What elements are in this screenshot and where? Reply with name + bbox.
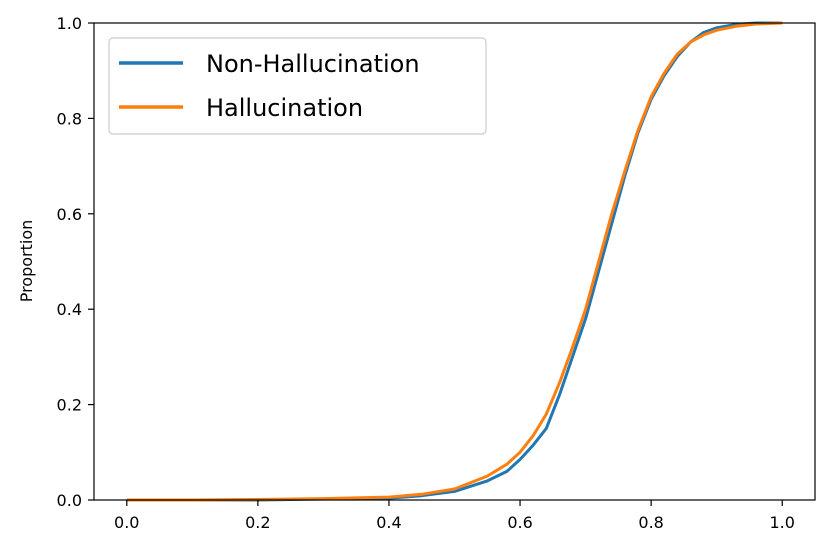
legend-label: Hallucination [206, 94, 363, 122]
y-tick-label: 0.0 [57, 491, 82, 510]
y-axis-label: Proportion [17, 220, 36, 303]
y-tick-label: 0.2 [57, 396, 82, 415]
x-tick-label: 0.6 [507, 513, 532, 532]
series-line-hallucination [126, 21, 783, 502]
x-tick-label: 0.2 [245, 513, 270, 532]
plot-frame [93, 22, 816, 501]
y-tick-label: 1.0 [57, 14, 82, 33]
y-tick-label: 0.8 [57, 109, 82, 128]
plot-area: 0.0 0.2 0.4 0.6 0.8 1.0 0.0 0.2 0.4 0.6 0.8 1.0 [57, 14, 816, 532]
y-tick-label: 0.6 [57, 205, 82, 224]
legend-box [108, 37, 487, 135]
legend-label: Non-Hallucination [206, 50, 420, 78]
y-tick-label: 0.4 [57, 300, 82, 319]
legend: Non-Hallucination Hallucination [108, 37, 487, 135]
x-tick-label: 1.0 [770, 513, 795, 532]
x-tick-label: 0.8 [638, 513, 663, 532]
x-tick-label: 0.4 [376, 513, 401, 532]
x-tick-label: 0.0 [114, 513, 139, 532]
